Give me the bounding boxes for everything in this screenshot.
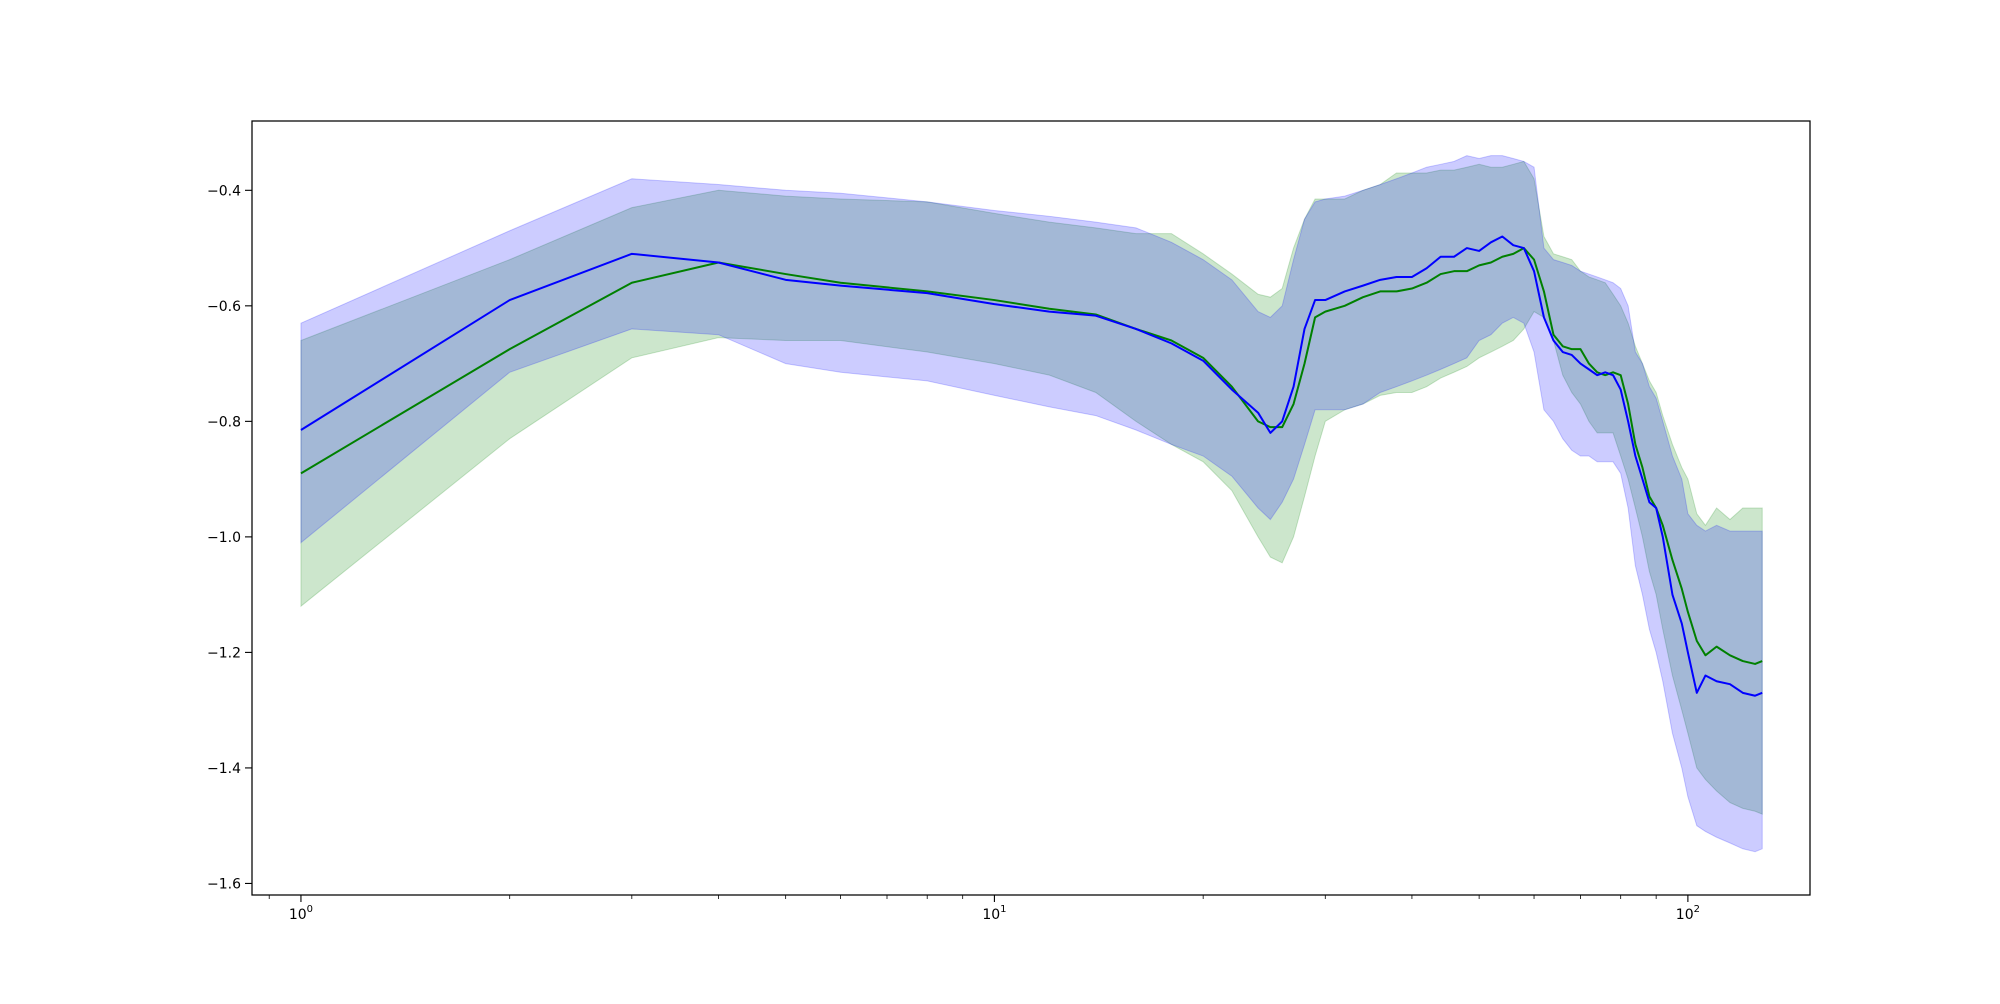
y-tick-label: −0.6 <box>207 299 241 315</box>
series-0-band <box>300 160 1763 815</box>
y-tick-label: −1.0 <box>207 530 241 546</box>
y-tick-label: −0.8 <box>207 414 241 430</box>
axes-layer: −0.4 −0.6 −0.8 −1.0 −1.2 −1.4 −1.6 100 101 102 <box>207 120 1811 923</box>
x-tick-label: 101 <box>982 904 1006 923</box>
y-tick-label: −0.4 <box>207 183 241 199</box>
y-tick-label: −1.2 <box>207 645 241 661</box>
series-1-band <box>300 155 1763 853</box>
confidence-bands-layer <box>300 155 1763 853</box>
y-tick-label: −1.4 <box>207 761 241 777</box>
series-lines-layer <box>300 235 1763 697</box>
plot-frame <box>251 120 1811 896</box>
x-tick-label: 100 <box>289 904 313 923</box>
series-1-line <box>300 235 1763 697</box>
x-tick-label: 102 <box>1676 904 1700 923</box>
y-tick-label: −1.6 <box>207 876 241 892</box>
